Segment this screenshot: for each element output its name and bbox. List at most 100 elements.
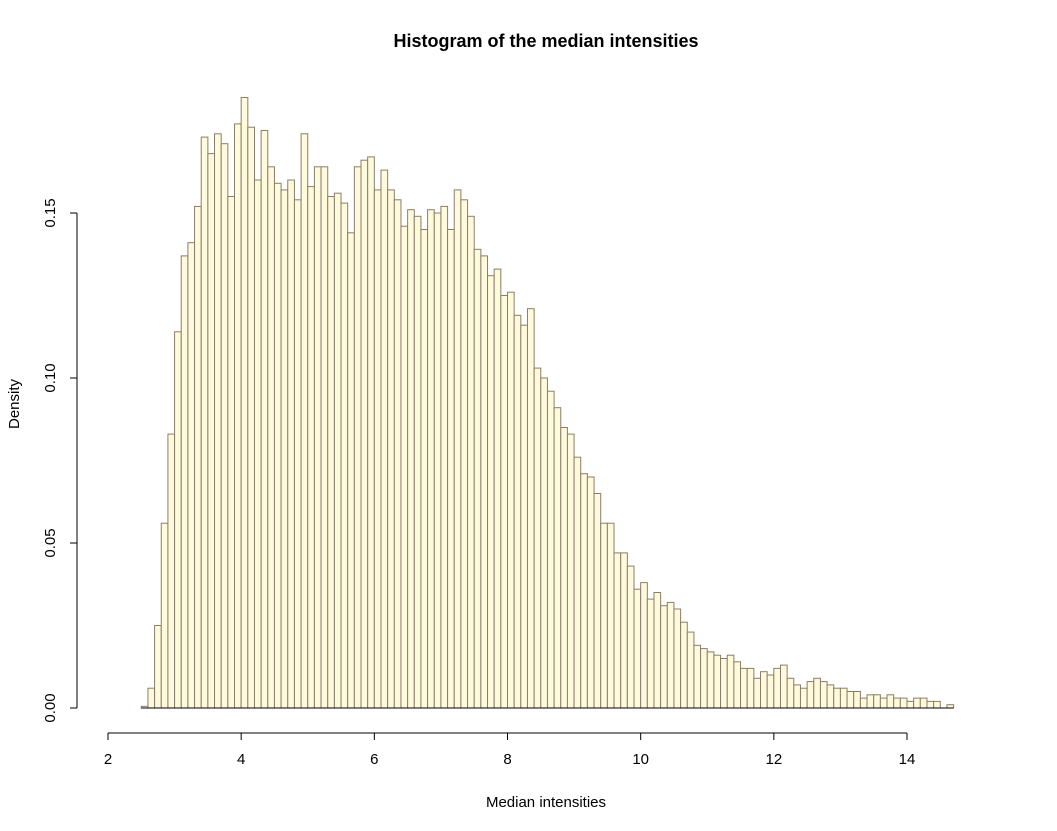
histogram-bar <box>147 687 156 709</box>
histogram-bar <box>353 166 362 709</box>
histogram-bar <box>360 159 369 709</box>
histogram-bar <box>367 156 375 709</box>
histogram-bar <box>533 367 542 709</box>
histogram-bar <box>600 522 608 709</box>
histogram-bar <box>586 476 595 709</box>
histogram-bar <box>420 229 429 709</box>
histogram-bar <box>846 691 855 709</box>
histogram-bar <box>440 205 449 709</box>
histogram-bar <box>733 661 742 709</box>
x-tick-label: 10 <box>632 751 649 768</box>
x-tick-label: 2 <box>104 751 112 768</box>
histogram-bar <box>700 648 708 709</box>
histogram-bar <box>180 255 189 709</box>
histogram-bar <box>493 268 502 709</box>
y-axis: 0.00 0.05 0.10 0.15 <box>42 198 78 723</box>
histogram-bar <box>560 427 568 709</box>
histogram-bar <box>154 625 162 709</box>
histogram-bar <box>746 667 755 709</box>
histogram-bar <box>460 199 469 709</box>
histogram-bar <box>413 215 422 709</box>
histogram-bar <box>893 697 901 709</box>
histogram-bar <box>753 677 762 709</box>
histogram-bar <box>793 684 801 709</box>
histogram-bar <box>806 681 815 709</box>
histogram-bar <box>234 123 242 709</box>
histogram-bar <box>267 166 275 709</box>
histogram-bar <box>906 700 915 709</box>
histogram-bar <box>487 275 495 709</box>
histogram-bar <box>473 248 482 709</box>
histogram-bar <box>839 687 848 709</box>
y-tick-label: 0.00 <box>42 693 59 722</box>
histogram-bar <box>220 143 229 709</box>
x-tick-label: 12 <box>765 751 782 768</box>
histogram-bar <box>187 242 196 709</box>
histogram-bar <box>786 677 795 709</box>
x-tick-label: 6 <box>370 751 378 768</box>
histogram-bar <box>633 588 642 709</box>
histogram-bar <box>467 215 475 709</box>
histogram-bar <box>540 377 548 709</box>
histogram-bar <box>720 658 728 709</box>
histogram-bar <box>340 202 349 709</box>
histogram-bar <box>879 697 888 709</box>
histogram-bar <box>380 169 389 709</box>
histogram-bar <box>500 295 508 709</box>
histogram-bar <box>227 196 236 709</box>
histogram-bar <box>167 433 176 709</box>
histogram-bar <box>240 97 249 709</box>
y-axis-label: Density <box>6 378 23 429</box>
histogram-bar <box>320 166 329 709</box>
x-axis: 2 4 6 8 10 12 14 <box>104 732 915 768</box>
histogram-bar <box>613 552 622 709</box>
histogram-bar <box>526 308 535 709</box>
histogram-bar <box>853 691 861 709</box>
histogram-bar <box>933 700 941 709</box>
histogram-bar <box>194 205 202 709</box>
histogram-bar <box>766 674 775 709</box>
histogram-bar <box>300 133 309 709</box>
histogram-bar <box>813 677 821 709</box>
histogram-bar <box>573 456 582 709</box>
histogram-bar <box>713 654 722 709</box>
histogram-bar <box>660 605 668 709</box>
histogram-bar <box>653 592 662 709</box>
histogram-bar <box>606 522 615 709</box>
histogram-bar <box>673 608 682 709</box>
histogram-bar <box>693 644 702 709</box>
x-tick-label: 8 <box>503 751 511 768</box>
histogram-bar <box>333 192 342 709</box>
histogram-bar <box>886 694 895 709</box>
histogram-bar <box>580 473 588 709</box>
histogram-bar <box>546 390 555 709</box>
histogram-bar <box>280 189 289 709</box>
y-tick-label: 0.10 <box>42 363 59 392</box>
histogram-bar <box>293 199 302 709</box>
histogram-bar <box>287 179 295 709</box>
histogram-bar <box>327 196 335 709</box>
histogram-bar <box>640 582 648 709</box>
histogram-bar <box>760 671 768 709</box>
histogram-bar <box>253 179 262 709</box>
histogram-bar <box>866 694 875 709</box>
histogram-bar <box>313 166 322 709</box>
histogram-bar <box>260 130 269 709</box>
histogram-bar <box>799 687 808 709</box>
histogram-bar <box>174 331 182 709</box>
histogram-bar <box>919 697 928 709</box>
histogram-bar <box>387 189 395 709</box>
histogram-bar <box>200 136 209 709</box>
histogram-bar <box>706 651 715 709</box>
histogram-bar <box>859 697 868 709</box>
histogram-bar <box>773 667 781 709</box>
chart-title: Histogram of the median intensities <box>393 31 698 51</box>
y-tick-label: 0.05 <box>42 528 59 557</box>
histogram-bar <box>833 687 841 709</box>
histogram-bar <box>593 493 602 709</box>
histogram-bar <box>680 621 688 709</box>
histogram-bar <box>873 694 881 709</box>
histogram-bar <box>626 565 635 709</box>
histogram-bar <box>400 225 409 709</box>
